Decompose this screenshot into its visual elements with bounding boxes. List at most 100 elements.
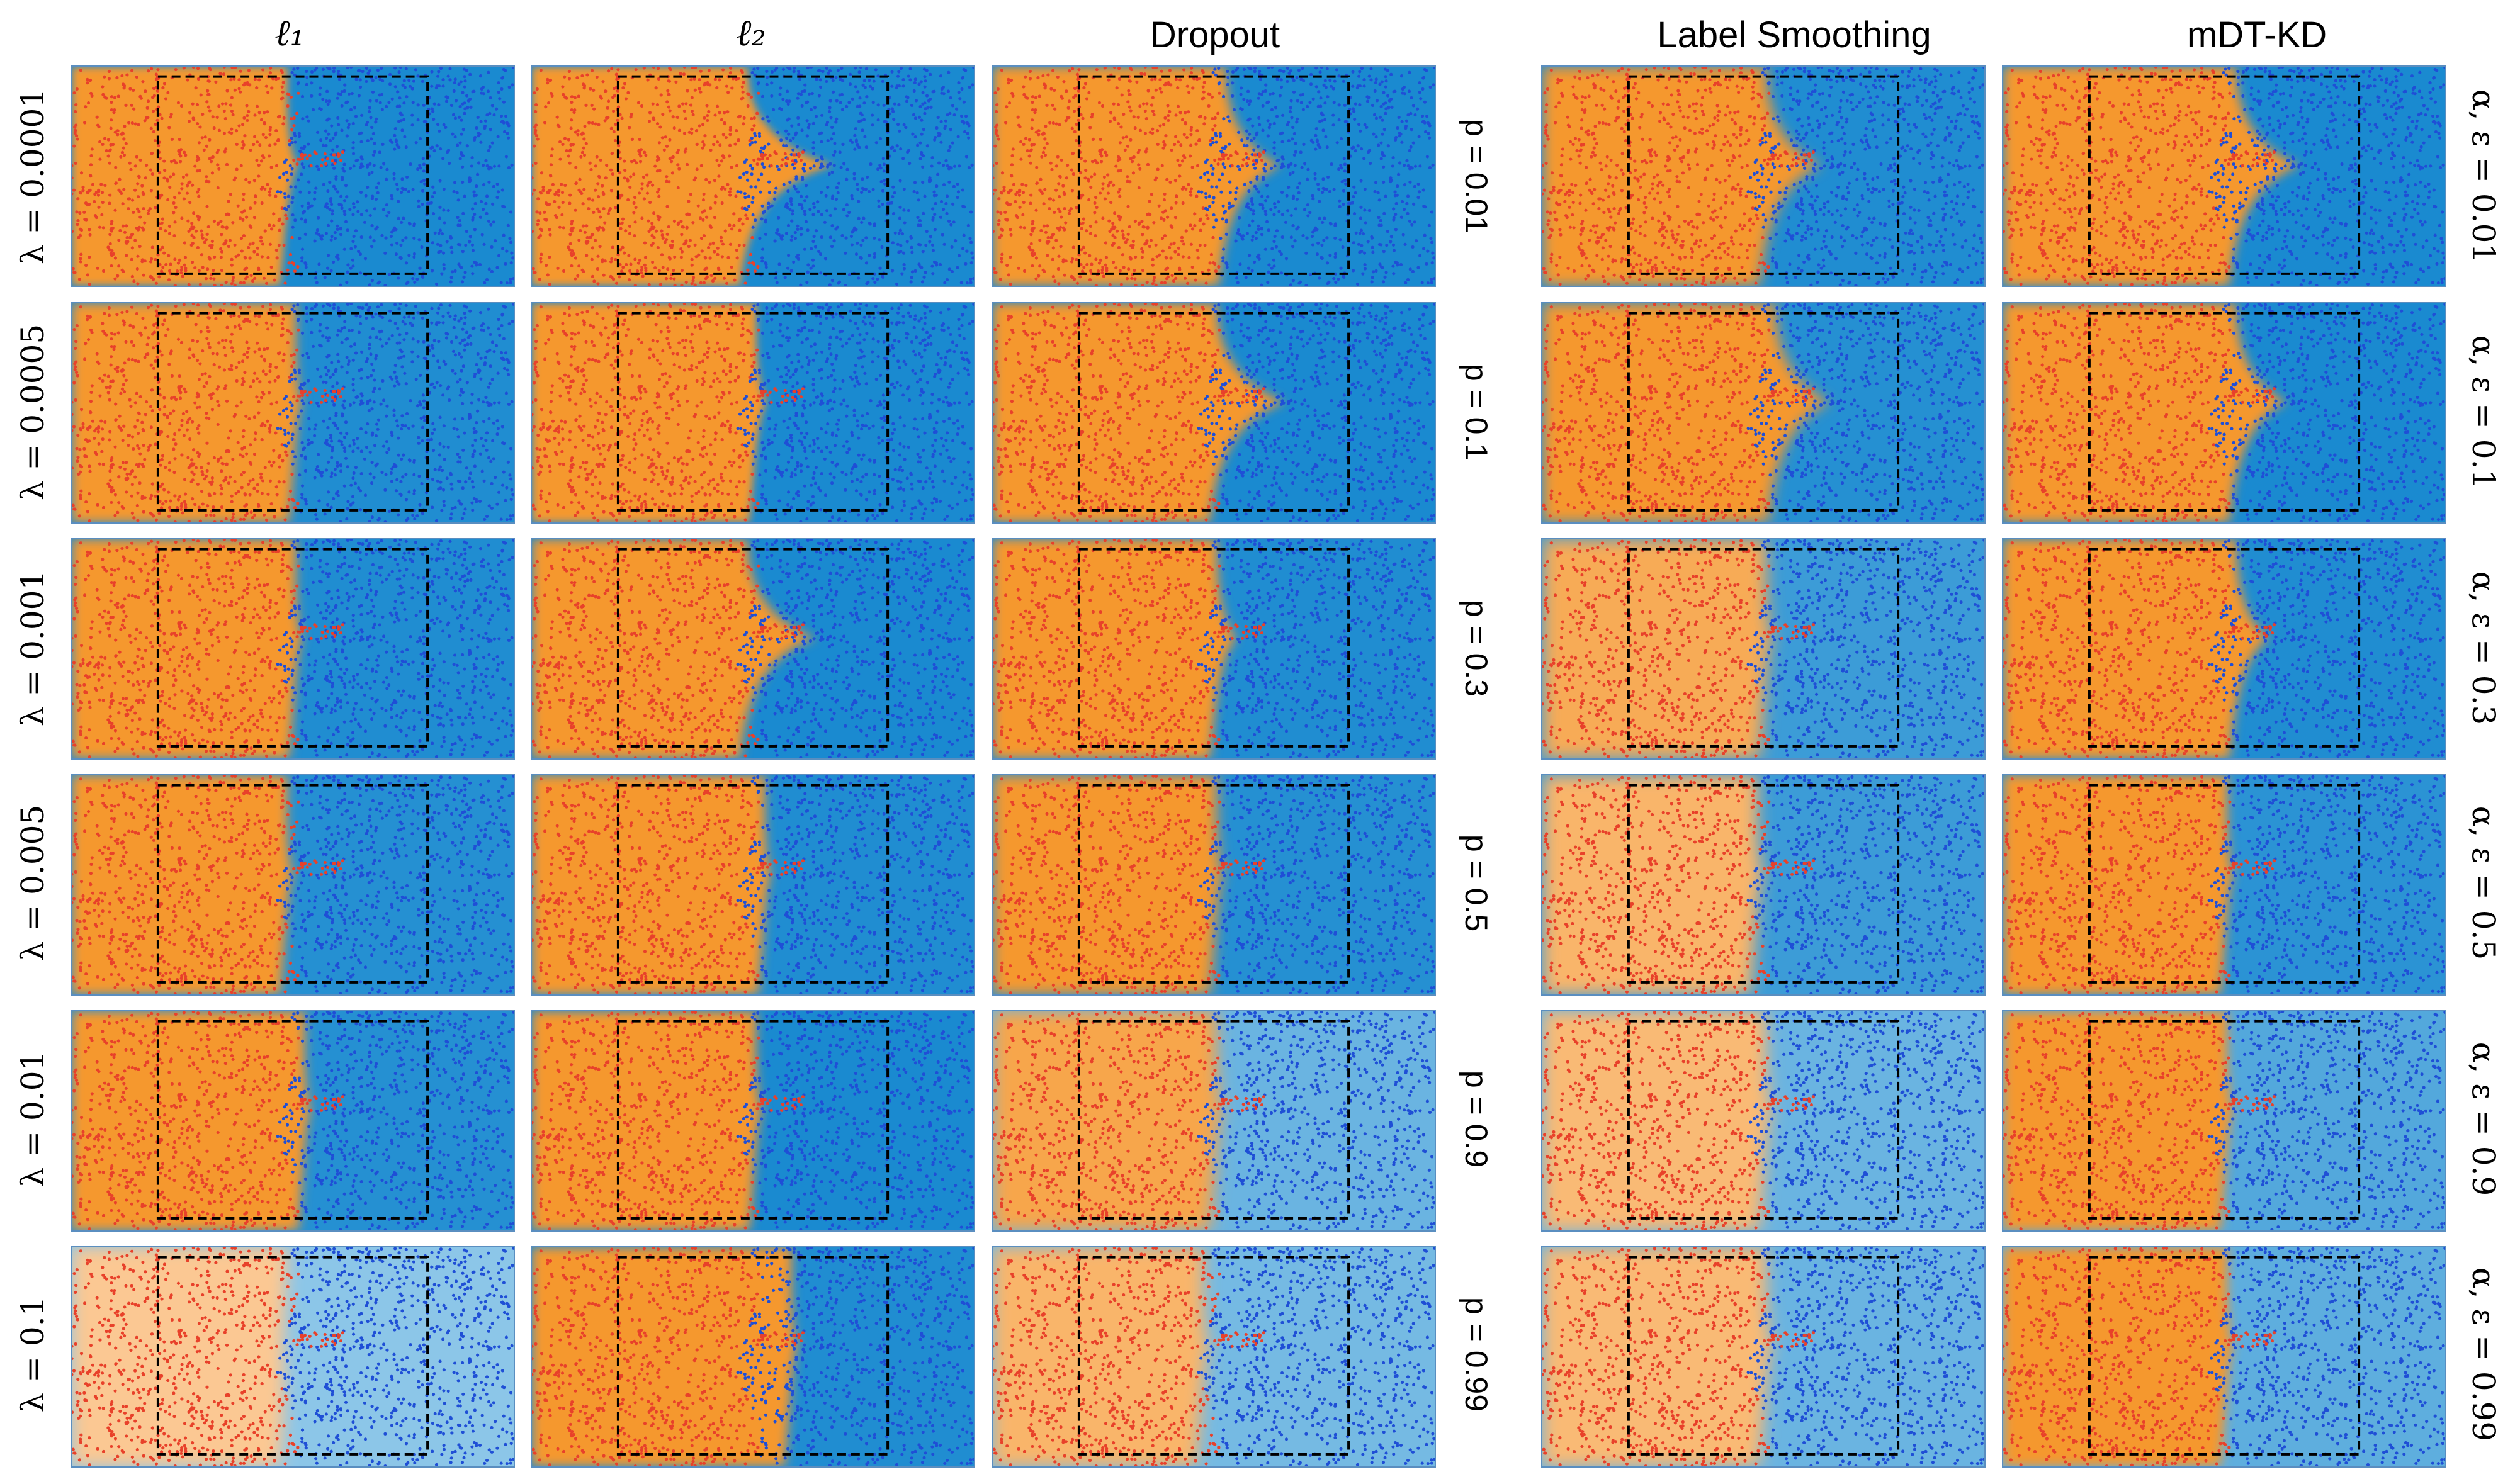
point-class-a: [1597, 197, 1601, 201]
point-class-a: [107, 69, 111, 73]
point-class-b: [898, 216, 901, 220]
point-class-a: [652, 118, 656, 121]
point-class-a: [684, 239, 688, 243]
point-class-b: [957, 254, 961, 257]
point-class-b: [918, 104, 922, 108]
point-class-b: [893, 149, 896, 153]
point-class-a: [768, 154, 772, 157]
point-class-b: [1361, 272, 1365, 276]
point-class-b: [803, 83, 807, 87]
point-class-a: [1112, 261, 1116, 264]
point-class-b: [1923, 89, 1926, 93]
point-class-a: [636, 101, 641, 104]
point-class-b: [1211, 200, 1215, 204]
point-class-b: [1816, 228, 1820, 232]
point-class-a: [646, 78, 650, 82]
point-class-b: [1306, 203, 1309, 207]
point-class-b: [1270, 266, 1274, 270]
point-class-a: [1103, 197, 1107, 201]
point-class-b: [1339, 266, 1343, 270]
point-class-a: [691, 221, 695, 225]
point-class-a: [590, 69, 594, 72]
point-class-b: [461, 250, 465, 254]
point-class-a: [201, 236, 205, 240]
point-class-b: [465, 144, 469, 148]
point-class-b: [897, 232, 901, 235]
point-class-a: [611, 110, 616, 113]
point-class-a: [72, 91, 76, 95]
point-class-a: [1730, 159, 1734, 163]
point-class-a: [1093, 211, 1097, 215]
point-class-a: [1003, 210, 1007, 214]
point-class-a: [333, 161, 337, 166]
point-class-a: [198, 169, 201, 172]
point-class-a: [138, 245, 142, 249]
point-class-a: [1739, 242, 1743, 246]
point-class-a: [292, 158, 296, 162]
point-class-b: [1200, 190, 1204, 194]
point-class-a: [72, 188, 76, 192]
point-class-a: [699, 236, 704, 240]
point-class-b: [832, 164, 836, 167]
point-class-b: [332, 166, 336, 170]
point-class-b: [947, 219, 951, 223]
point-class-b: [460, 153, 463, 157]
point-class-a: [169, 262, 172, 266]
point-class-a: [606, 99, 611, 103]
point-class-a: [1058, 174, 1061, 178]
point-class-b: [378, 77, 382, 81]
point-class-b: [442, 267, 446, 271]
point-class-a: [713, 216, 717, 220]
point-class-a: [1690, 250, 1695, 254]
point-class-a: [220, 283, 223, 286]
point-class-a: [99, 183, 103, 186]
point-class-b: [390, 194, 393, 198]
point-class-b: [340, 104, 344, 108]
point-class-a: [665, 205, 669, 208]
point-class-b: [1210, 185, 1214, 189]
point-class-a: [154, 72, 158, 76]
point-class-b: [334, 131, 338, 135]
point-class-a: [144, 89, 147, 93]
point-class-b: [845, 177, 849, 181]
point-class-a: [235, 142, 239, 146]
point-class-b: [283, 192, 286, 196]
point-class-b: [750, 70, 754, 74]
point-class-a: [1131, 171, 1136, 175]
point-class-a: [628, 232, 631, 235]
point-class-a: [1054, 122, 1058, 126]
point-class-a: [695, 167, 699, 171]
point-class-a: [82, 210, 86, 214]
point-class-a: [1717, 110, 1721, 113]
point-class-a: [1182, 242, 1186, 246]
point-class-a: [665, 175, 669, 179]
point-class-a: [1172, 241, 1176, 245]
point-class-a: [1051, 103, 1054, 107]
point-class-a: [582, 137, 586, 141]
point-class-b: [1316, 143, 1320, 147]
point-class-b: [1228, 180, 1232, 184]
point-class-a: [262, 155, 266, 159]
point-class-b: [1829, 85, 1833, 89]
point-class-b: [300, 256, 304, 260]
point-class-a: [125, 224, 128, 228]
point-class-a: [138, 158, 142, 162]
point-class-a: [1695, 102, 1698, 106]
point-class-a: [1661, 233, 1664, 237]
point-class-b: [441, 84, 445, 88]
point-class-b: [365, 209, 369, 213]
point-class-b: [959, 281, 963, 284]
panel-l2-row-1: [531, 65, 975, 287]
point-class-b: [474, 261, 478, 265]
point-class-a: [1635, 262, 1639, 266]
point-class-a: [1156, 167, 1160, 171]
point-class-b: [1258, 77, 1262, 81]
point-class-a: [741, 90, 745, 94]
point-class-b: [310, 70, 314, 74]
point-class-a: [1219, 157, 1223, 161]
point-class-a: [618, 275, 621, 279]
point-class-a: [140, 260, 144, 264]
point-class-b: [867, 189, 871, 193]
point-class-a: [1116, 155, 1121, 159]
point-class-a: [286, 104, 290, 108]
